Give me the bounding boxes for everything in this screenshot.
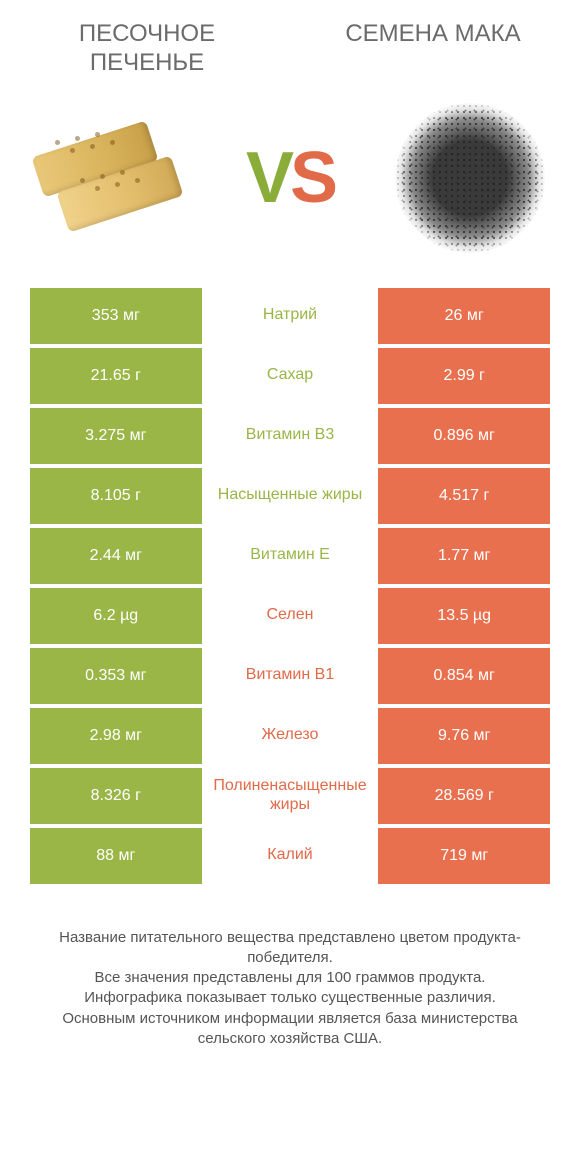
- vs-row: VS: [0, 88, 580, 288]
- left-value: 3.275 мг: [30, 408, 202, 464]
- vs-label: VS: [246, 137, 334, 219]
- nutrient-label: Витамин B1: [202, 648, 379, 704]
- nutrient-label: Натрий: [202, 288, 379, 344]
- footer-line-1: Название питательного вещества представл…: [30, 928, 550, 969]
- table-row: 8.105 гНасыщенные жиры4.517 г: [30, 468, 550, 524]
- nutrient-label: Насыщенные жиры: [202, 468, 379, 524]
- table-row: 0.353 мгВитамин B10.854 мг: [30, 648, 550, 704]
- left-value: 0.353 мг: [30, 648, 202, 704]
- shortbread-icon: [35, 118, 185, 238]
- right-value: 0.896 мг: [378, 408, 550, 464]
- left-value: 353 мг: [30, 288, 202, 344]
- table-row: 2.44 мгВитамин E1.77 мг: [30, 528, 550, 584]
- nutrient-label: Витамин B3: [202, 408, 379, 464]
- left-value: 21.65 г: [30, 348, 202, 404]
- nutrient-label: Полиненасыщенные жиры: [202, 768, 379, 824]
- left-value: 8.326 г: [30, 768, 202, 824]
- table-row: 8.326 гПолиненасыщенные жиры28.569 г: [30, 768, 550, 824]
- right-value: 9.76 мг: [378, 708, 550, 764]
- table-row: 88 мгКалий719 мг: [30, 828, 550, 884]
- right-value: 2.99 г: [378, 348, 550, 404]
- table-row: 353 мгНатрий26 мг: [30, 288, 550, 344]
- left-value: 88 мг: [30, 828, 202, 884]
- left-value: 8.105 г: [30, 468, 202, 524]
- header: ПЕСОЧНОЕ ПЕЧЕНЬЕ СЕМЕНА МАКА: [0, 0, 580, 88]
- right-food-title: СЕМЕНА МАКА: [316, 20, 550, 78]
- right-value: 13.5 µg: [378, 588, 550, 644]
- nutrient-label: Калий: [202, 828, 379, 884]
- table-row: 21.65 гСахар2.99 г: [30, 348, 550, 404]
- right-value: 1.77 мг: [378, 528, 550, 584]
- vs-v-letter: V: [246, 138, 290, 218]
- table-row: 2.98 мгЖелезо9.76 мг: [30, 708, 550, 764]
- left-value: 6.2 µg: [30, 588, 202, 644]
- right-food-image: [390, 98, 550, 258]
- comparison-table: 353 мгНатрий26 мг21.65 гСахар2.99 г3.275…: [0, 288, 580, 884]
- nutrient-label: Селен: [202, 588, 379, 644]
- nutrient-label: Железо: [202, 708, 379, 764]
- nutrient-label: Сахар: [202, 348, 379, 404]
- footer-notes: Название питательного вещества представл…: [0, 888, 580, 1050]
- footer-line-3: Инфографика показывает только существенн…: [30, 988, 550, 1008]
- right-value: 26 мг: [378, 288, 550, 344]
- left-food-title: ПЕСОЧНОЕ ПЕЧЕНЬЕ: [30, 20, 264, 78]
- footer-line-2: Все значения представлены для 100 граммо…: [30, 968, 550, 988]
- table-row: 6.2 µgСелен13.5 µg: [30, 588, 550, 644]
- poppy-seeds-icon: [395, 103, 545, 253]
- vs-s-letter: S: [290, 138, 334, 218]
- right-value: 0.854 мг: [378, 648, 550, 704]
- left-food-image: [30, 98, 190, 258]
- footer-line-4: Основным источником информации является …: [30, 1009, 550, 1050]
- left-value: 2.44 мг: [30, 528, 202, 584]
- table-row: 3.275 мгВитамин B30.896 мг: [30, 408, 550, 464]
- right-value: 4.517 г: [378, 468, 550, 524]
- nutrient-label: Витамин E: [202, 528, 379, 584]
- left-value: 2.98 мг: [30, 708, 202, 764]
- right-value: 719 мг: [378, 828, 550, 884]
- right-value: 28.569 г: [378, 768, 550, 824]
